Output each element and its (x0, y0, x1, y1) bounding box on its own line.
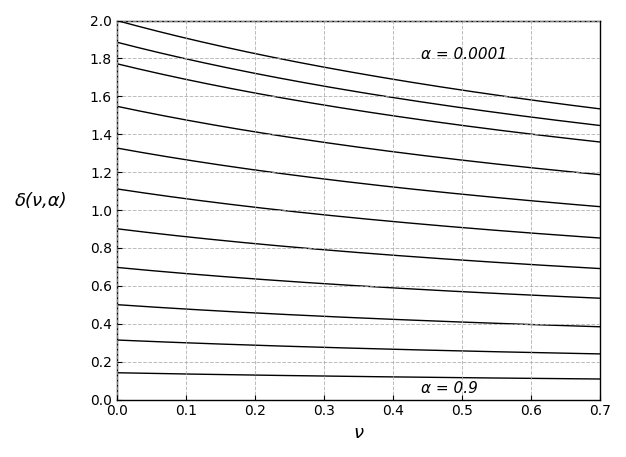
Text: α = 0.0001: α = 0.0001 (421, 47, 506, 62)
Text: α = 0.9: α = 0.9 (421, 381, 478, 396)
Y-axis label: δ(ν,α): δ(ν,α) (15, 192, 68, 210)
X-axis label: ν: ν (354, 424, 364, 442)
